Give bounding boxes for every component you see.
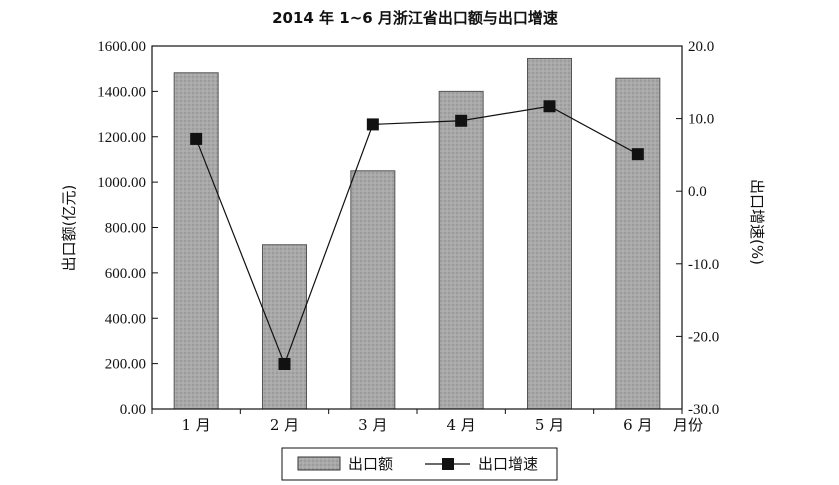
- y-left-tick-label-2: 400.00: [105, 311, 146, 327]
- legend-label-bar: 出口额: [348, 455, 393, 473]
- y-right-tick-label-2: -10.0: [688, 257, 719, 273]
- chart-title: 2014 年 1~6 月浙江省出口额与出口增速: [272, 9, 558, 27]
- growth-point-4: [455, 114, 468, 127]
- y-right-tick-label-5: 20.0: [688, 39, 714, 55]
- growth-point-6: [631, 148, 644, 161]
- bar-2: [262, 244, 307, 410]
- x-tick-label-1: 1 月: [182, 416, 211, 434]
- bar-3: [350, 170, 396, 410]
- x-tick-label-5: 5 月: [535, 416, 564, 434]
- bar-4: [438, 90, 484, 410]
- y-left-tick-label-3: 600.00: [105, 266, 146, 282]
- y-left-tick-label-8: 1600.00: [97, 39, 146, 55]
- y-left-tick-label-5: 1000.00: [97, 175, 146, 191]
- y-right-tick-label-0: -30.0: [688, 402, 719, 418]
- y-left-tick-label-4: 800.00: [105, 221, 146, 237]
- y-right-tick-label-3: 0.0: [688, 184, 707, 200]
- growth-point-1: [190, 132, 203, 145]
- x-axis-label: 月份: [673, 416, 703, 434]
- legend-label-line: 出口增速: [478, 455, 538, 473]
- growth-point-5: [543, 100, 556, 113]
- growth-point-3: [366, 118, 379, 131]
- plot-area: 0.00 200.00 400.00 600.00 800.00 1000.00 1200.…: [97, 39, 719, 434]
- x-tick-label-4: 4 月: [447, 416, 476, 434]
- y-right-tick-label-1: -20.0: [688, 329, 719, 345]
- y-left-tick-label-0: 0.00: [120, 402, 146, 418]
- growth-point-2: [278, 357, 291, 370]
- y-left-tick-label-6: 1200.00: [97, 130, 146, 146]
- x-tick-label-3: 3 月: [358, 416, 387, 434]
- legend: 出口额 出口增速: [281, 447, 558, 481]
- y-left-tick-label-1: 200.00: [105, 357, 146, 373]
- y-axis-right-label: 出口增速(%): [748, 179, 766, 265]
- growth-line: [195, 105, 639, 366]
- x-tick-label-6: 6 月: [623, 416, 652, 434]
- y-left-tick-label-7: 1400.00: [97, 84, 146, 100]
- bar-6: [615, 77, 661, 410]
- bar-5: [527, 57, 572, 410]
- y-axis-left-label: 出口额(亿元): [60, 185, 78, 272]
- y-right-tick-label-4: 10.0: [688, 112, 714, 128]
- legend-marker-swatch: [442, 458, 454, 470]
- legend-swatch-bar: [297, 456, 341, 471]
- x-tick-label-2: 2 月: [270, 416, 299, 434]
- bar-1: [173, 72, 219, 410]
